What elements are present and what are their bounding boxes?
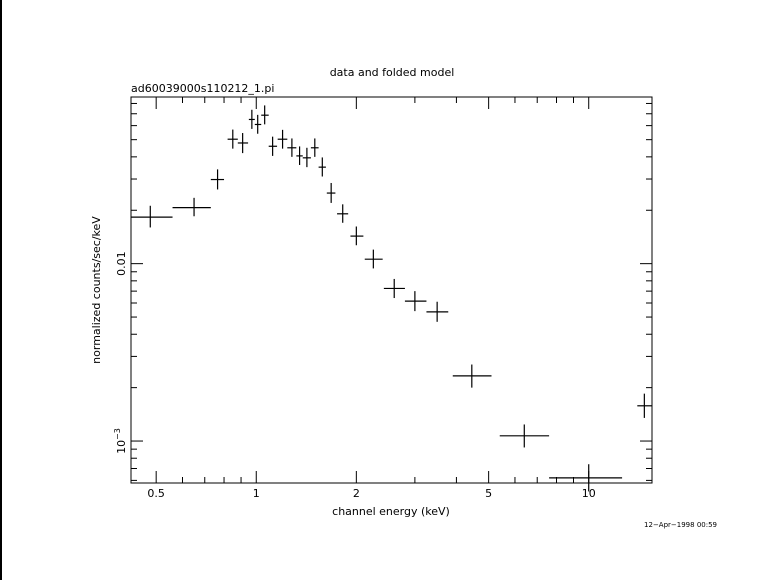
- data-point: [227, 129, 238, 149]
- y-tick-label: 0.01: [115, 251, 128, 276]
- data-point: [549, 464, 623, 492]
- chart-title: data and folded model: [330, 66, 455, 79]
- data-point: [248, 109, 255, 129]
- data-point: [287, 138, 297, 157]
- data-point: [237, 133, 249, 154]
- data-point: [404, 291, 427, 312]
- data-point: [268, 136, 278, 156]
- y-axis-label: normalized counts/sec/keV: [90, 216, 103, 364]
- data-points: [131, 105, 652, 492]
- data-point: [337, 204, 349, 223]
- x-tick-label: 10: [582, 487, 596, 500]
- x-tick-label: 0.5: [147, 487, 165, 500]
- x-tick-labels: 0.5 1 2 5 10: [147, 487, 595, 500]
- data-point: [499, 424, 550, 448]
- data-point: [310, 138, 319, 157]
- plot-timestamp: 12−Apr−1998 00:59: [644, 521, 717, 529]
- data-point: [452, 364, 492, 388]
- x-axis-label: channel energy (keV): [332, 505, 450, 518]
- data-point: [296, 146, 303, 165]
- data-point: [277, 129, 288, 149]
- y-axis-ticks: [131, 102, 652, 481]
- data-point: [210, 169, 225, 190]
- window-left-border: [0, 0, 2, 580]
- data-point: [364, 249, 383, 269]
- data-point: [350, 226, 364, 246]
- data-point: [261, 105, 269, 125]
- x-tick-label: 2: [353, 487, 360, 500]
- y-tick-labels: 0.01 10−3: [113, 251, 128, 454]
- y-tick-label: 10−3: [113, 428, 128, 454]
- data-point: [302, 147, 311, 168]
- x-tick-label: 1: [253, 487, 260, 500]
- plot-frame: [130, 96, 653, 484]
- data-point: [426, 301, 449, 322]
- data-point: [318, 157, 326, 177]
- data-point: [326, 182, 336, 203]
- data-point: [637, 393, 652, 418]
- data-point: [383, 278, 405, 299]
- x-tick-label: 5: [485, 487, 492, 500]
- data-point: [254, 114, 262, 134]
- data-point: [172, 197, 211, 217]
- data-point: [131, 205, 173, 228]
- chart-subtitle: ad60039000s110212_1.pi: [131, 82, 274, 95]
